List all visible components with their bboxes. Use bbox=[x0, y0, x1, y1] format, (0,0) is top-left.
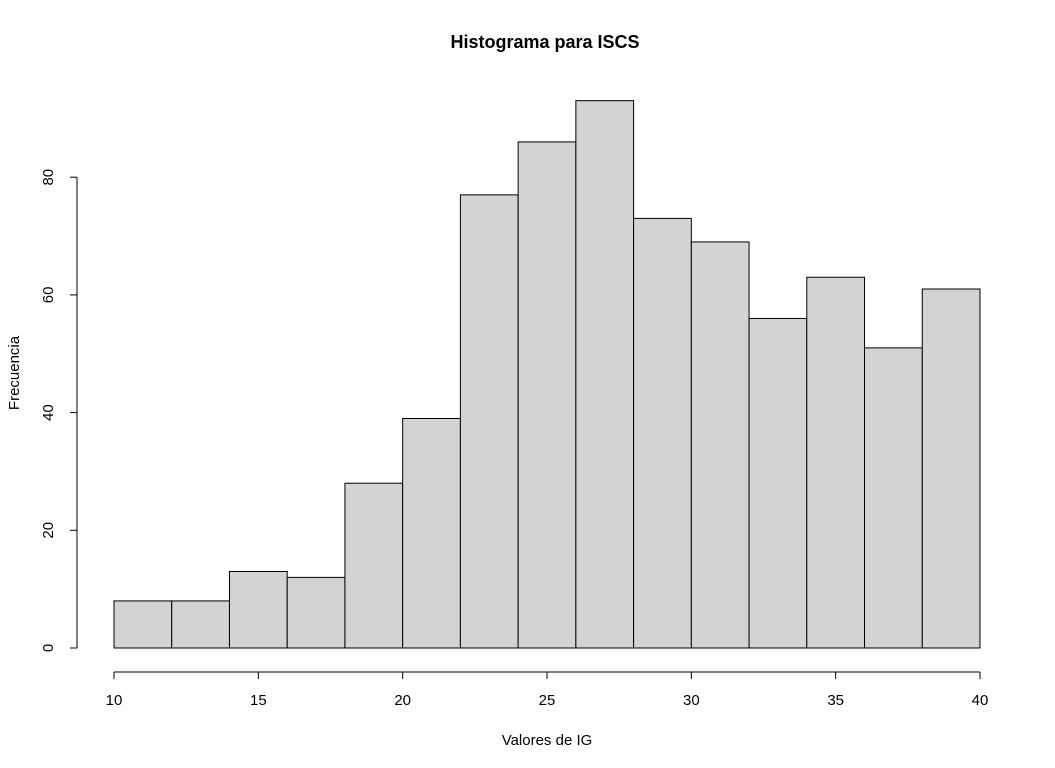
y-tick-label-0: 0 bbox=[40, 644, 57, 652]
histogram-bar-0 bbox=[113, 600, 173, 649]
y-axis: 0 20 40 60 80 bbox=[40, 169, 78, 652]
histogram-bar-10 bbox=[690, 241, 750, 649]
x-axis-title: Valores de IG bbox=[502, 732, 593, 749]
histogram-bar-1 bbox=[171, 600, 230, 649]
x-tick-label-0: 10 bbox=[106, 692, 123, 709]
histogram-bar-14 bbox=[921, 288, 981, 649]
histogram-bar-13 bbox=[864, 347, 923, 649]
y-axis-title: Frecuencia bbox=[6, 335, 23, 410]
histogram-bar-12 bbox=[806, 276, 866, 649]
histogram-bar-7 bbox=[517, 141, 577, 649]
bars-group bbox=[113, 100, 981, 649]
x-tick-label-6: 40 bbox=[972, 692, 989, 709]
y-tick-label-1: 20 bbox=[40, 522, 57, 539]
x-axis: 10 15 20 25 30 35 40 bbox=[106, 671, 989, 709]
histogram-bar-9 bbox=[633, 217, 692, 649]
x-tick-label-3: 25 bbox=[539, 692, 556, 709]
histogram-bar-4 bbox=[344, 482, 404, 649]
x-tick-label-4: 30 bbox=[683, 692, 700, 709]
histogram-bar-6 bbox=[459, 194, 519, 649]
y-tick-label-4: 80 bbox=[40, 169, 57, 186]
y-tick-label-3: 60 bbox=[40, 287, 57, 304]
x-tick-label-2: 20 bbox=[394, 692, 411, 709]
x-tick-label-5: 35 bbox=[827, 692, 844, 709]
histogram-bar-2 bbox=[228, 570, 288, 649]
histogram-bar-3 bbox=[286, 576, 346, 649]
histogram-bar-5 bbox=[402, 417, 461, 649]
histogram-bar-11 bbox=[748, 317, 808, 649]
y-tick-label-2: 40 bbox=[40, 404, 57, 421]
chart-title: Histograma para ISCS bbox=[450, 32, 639, 52]
histogram-bar-8 bbox=[575, 100, 635, 649]
x-tick-label-1: 15 bbox=[250, 692, 267, 709]
